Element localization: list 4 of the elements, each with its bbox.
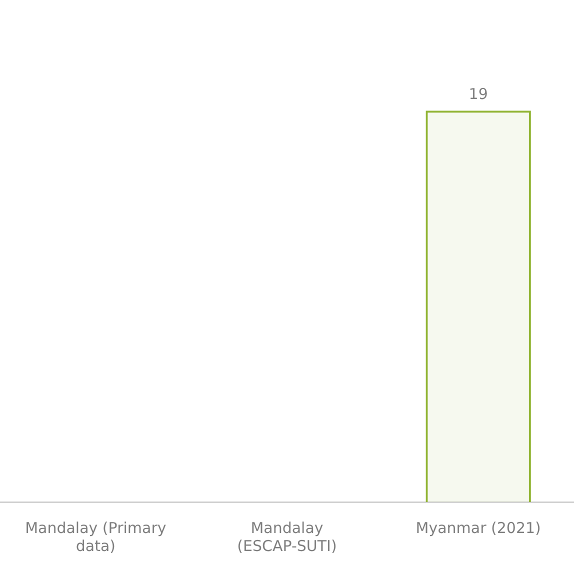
- data-label: 19: [468, 84, 488, 103]
- x-tick-label: Mandalay (Primary data): [25, 518, 166, 555]
- x-tick-label: Mandalay (ESCAP-SUTI): [237, 518, 337, 555]
- x-tick-label: Myanmar (2021): [416, 518, 541, 537]
